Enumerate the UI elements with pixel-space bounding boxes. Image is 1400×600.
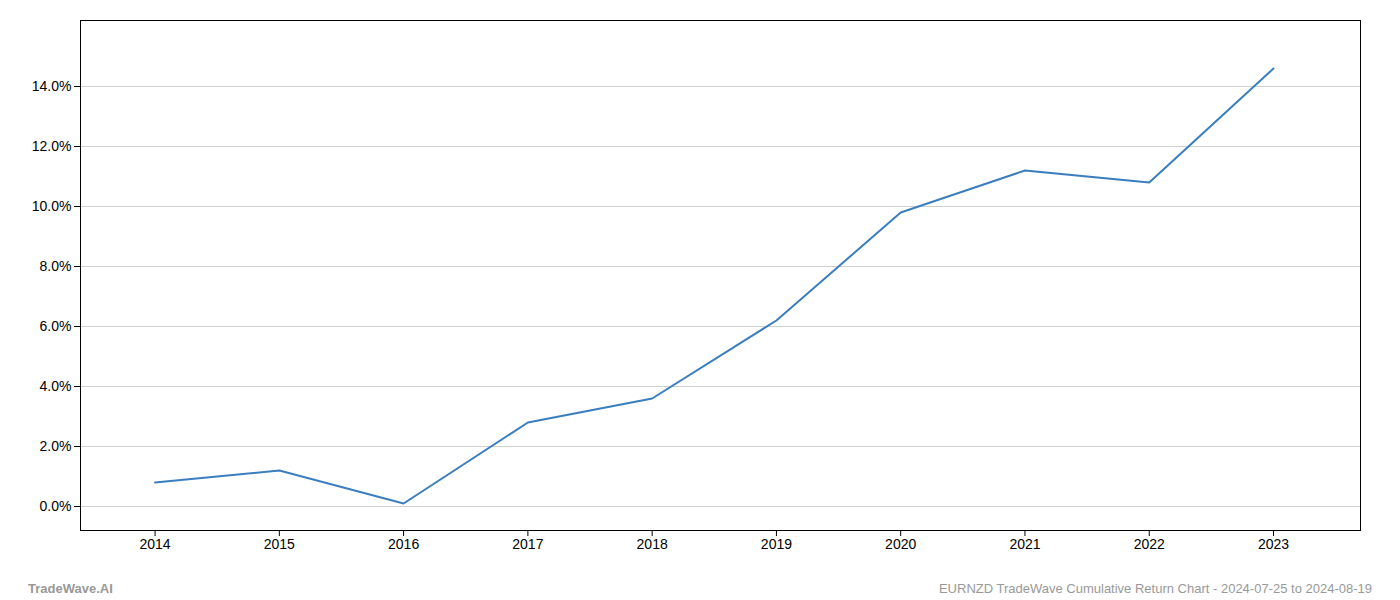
svg-text:2014: 2014 [139, 536, 170, 552]
svg-text:4.0%: 4.0% [40, 378, 72, 394]
svg-text:2019: 2019 [761, 536, 792, 552]
svg-text:12.0%: 12.0% [32, 138, 72, 154]
html-text:EURNZD TradeWave Cumulative Re: EURNZD TradeWave Cumulative Return Chart… [938, 581, 1372, 596]
svg-text:2015: 2015 [264, 536, 295, 552]
svg-text:10.0%: 10.0% [32, 198, 72, 214]
html-text:TradeWave.AI: TradeWave.AI [28, 581, 113, 596]
svg-text:2022: 2022 [1134, 536, 1165, 552]
svg-text:2016: 2016 [388, 536, 419, 552]
svg-text:0.0%: 0.0% [40, 498, 72, 514]
svg-text:2020: 2020 [885, 536, 916, 552]
svg-text:14.0%: 14.0% [32, 78, 72, 94]
svg-text:6.0%: 6.0% [40, 318, 72, 334]
svg-text:2017: 2017 [512, 536, 543, 552]
svg-text:8.0%: 8.0% [40, 258, 72, 274]
svg-text:2018: 2018 [637, 536, 668, 552]
svg-text:2.0%: 2.0% [40, 438, 72, 454]
svg-text:2021: 2021 [1009, 536, 1040, 552]
svg-text:2023: 2023 [1258, 536, 1289, 552]
